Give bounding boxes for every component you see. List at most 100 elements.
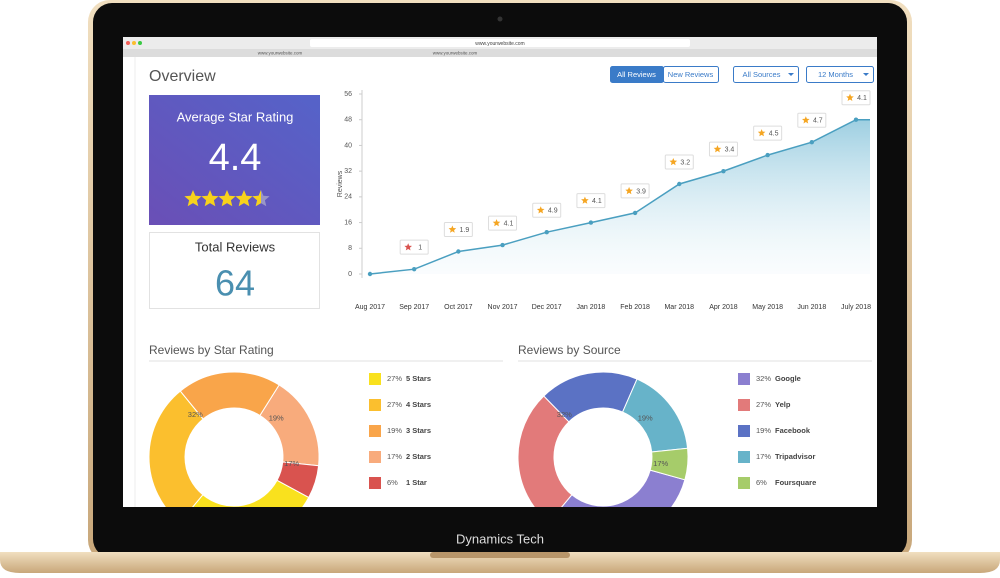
legend-label: Tripadvisor <box>775 452 816 461</box>
point <box>456 249 461 254</box>
donut-slice <box>192 479 310 507</box>
legend-swatch <box>738 373 750 385</box>
legend-value: 27% <box>387 400 402 409</box>
filter-label: New Reviews <box>668 70 714 79</box>
rating-value: 4.1 <box>592 198 602 205</box>
filter-label: All Sources <box>743 70 781 79</box>
slice-label: 32% <box>557 410 572 419</box>
filter-label: All Reviews <box>617 70 656 79</box>
legend-value: 32% <box>756 374 771 383</box>
rating-label: Average Star Rating <box>177 109 294 124</box>
legend-label: 3 Stars <box>406 426 431 435</box>
total-label: Total Reviews <box>195 239 276 254</box>
rating-value: 3.9 <box>636 188 646 195</box>
x-tick-label: Apr 2018 <box>709 304 738 311</box>
section-title: Reviews by Star Rating <box>149 343 274 357</box>
point <box>632 210 638 216</box>
rating-badge <box>664 154 694 170</box>
close-dot[interactable] <box>126 41 130 45</box>
x-tick-label: July 2018 <box>841 304 871 311</box>
rating-card <box>149 95 320 225</box>
legend-swatch <box>738 399 750 411</box>
rating-star <box>492 219 501 227</box>
rating-star <box>669 158 678 166</box>
legend-value: 27% <box>387 374 402 383</box>
x-tick-label: Aug 2017 <box>355 304 385 311</box>
x-tick-label: Jan 2018 <box>577 304 606 311</box>
rating-star <box>846 93 854 101</box>
total-value: 64 <box>215 263 255 304</box>
x-tick-label: Dec 2017 <box>532 304 562 311</box>
dropdown-arrow <box>863 73 869 76</box>
total-card <box>149 232 320 309</box>
notch <box>430 552 570 558</box>
legend-value: 17% <box>387 452 402 461</box>
rating-badge <box>488 215 518 231</box>
rating-badge <box>753 125 783 141</box>
point <box>500 242 505 248</box>
min-dot[interactable] <box>132 41 136 45</box>
legend-label: 1 Star <box>406 478 427 487</box>
legend-label: Google <box>775 374 801 383</box>
filter-button[interactable] <box>733 66 799 83</box>
max-dot[interactable] <box>138 41 142 45</box>
star <box>235 190 253 207</box>
legend-value: 6% <box>387 478 398 487</box>
point <box>677 181 682 187</box>
filter-button[interactable] <box>806 66 874 83</box>
slice-label: 19% <box>269 413 284 422</box>
dropdown-arrow <box>788 73 794 76</box>
star <box>184 190 202 207</box>
point <box>721 168 726 174</box>
rating-value: 3.2 <box>680 159 690 166</box>
legend-label: Yelp <box>775 400 791 409</box>
legend-label: Foursquare <box>775 478 816 487</box>
point <box>411 266 417 272</box>
rating-badge <box>841 90 871 106</box>
y-axis-label: Reviews <box>337 170 344 197</box>
y-tick-label: 16 <box>344 219 352 226</box>
rating-star <box>448 225 457 233</box>
tab-bar <box>123 49 877 57</box>
brand: Dynamics Tech <box>456 531 544 546</box>
tab[interactable]: www.yourwebsite.com <box>258 51 303 56</box>
slice-label: 17% <box>284 459 299 468</box>
x-tick-label: Mar 2018 <box>664 304 694 311</box>
section-title: Reviews by Source <box>518 343 621 357</box>
rating-value: 1 <box>418 245 422 252</box>
y-tick-label: 0 <box>348 271 352 278</box>
legend-label: 2 Stars <box>406 452 431 461</box>
y-tick-label: 32 <box>344 168 352 175</box>
x-tick-label: Feb 2018 <box>620 304 650 311</box>
x-tick-label: May 2018 <box>752 304 783 311</box>
filters: All Reviews New Reviews All Sources 12 Mont… <box>610 66 874 83</box>
point <box>588 220 594 225</box>
legend-value: 6% <box>756 478 767 487</box>
tab[interactable]: www.yourwebsite.com <box>433 51 478 56</box>
rating-star <box>581 196 589 204</box>
legend-swatch <box>369 451 381 463</box>
rating-star <box>802 116 810 124</box>
rating-value: 4.4 <box>209 137 262 179</box>
url-bar[interactable] <box>310 39 690 47</box>
camera <box>497 16 503 22</box>
rating-badge <box>576 193 606 209</box>
rating-badge <box>532 202 562 218</box>
rating-value: 1.9 <box>459 227 469 234</box>
rating-badge <box>399 239 429 255</box>
rating-value: 3.4 <box>725 146 735 153</box>
rating-star <box>713 145 722 153</box>
rating-value: 4.7 <box>813 118 823 125</box>
donut-charts: Reviews by Star Rating 27% 5 Stars 27% 4 Sta… <box>148 343 872 507</box>
y-tick-label: 56 <box>344 91 352 98</box>
legend-value: 17% <box>756 452 771 461</box>
donut-slice <box>649 447 689 481</box>
legend-swatch <box>369 399 381 411</box>
filter-button[interactable] <box>663 66 719 83</box>
legend-value: 19% <box>387 426 402 435</box>
filter-label: 12 Months <box>818 70 853 79</box>
screen: www.yourwebsite.com www.yourwebsite.com … <box>123 37 877 507</box>
page-title: Overview <box>149 68 216 85</box>
